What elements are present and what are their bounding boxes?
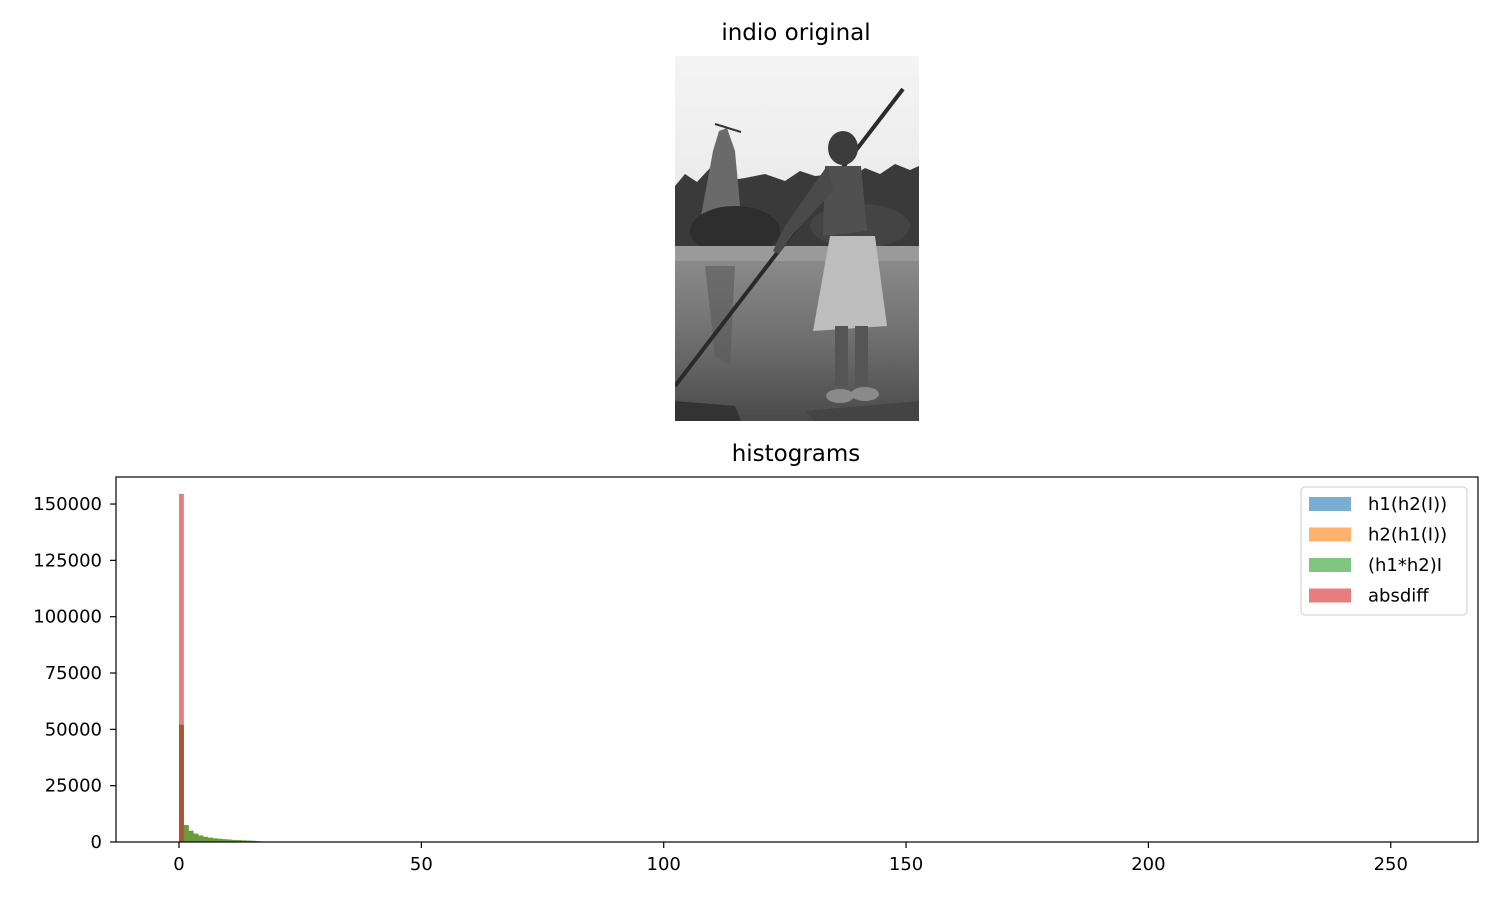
legend-label: h2(h1(I)) [1368, 525, 1447, 546]
bar--h1-h2-i-2 [188, 830, 194, 842]
y-tick-label: 75000 [45, 663, 102, 684]
y-tick-label: 150000 [33, 494, 102, 515]
bar--h1-h2-i-10 [227, 839, 233, 842]
x-tick-label: 250 [1374, 854, 1408, 875]
y-tick-label: 100000 [33, 607, 102, 628]
chart-title: histograms [731, 441, 861, 467]
legend-swatch [1309, 527, 1351, 542]
legend: h1(h2(I)) h2(h1(I)) (h1*h2)I absdiff [1300, 486, 1468, 616]
bar--h1-h2-i-8 [217, 838, 223, 842]
legend-swatch [1309, 588, 1351, 603]
bar--h1-h2-i-13 [242, 840, 247, 842]
bar--h1-h2-i-11 [232, 839, 238, 842]
bar--h1-h2-i-3 [193, 833, 199, 842]
bar-absdiff-0 [179, 493, 184, 842]
legend-swatch [1309, 497, 1351, 511]
axes-layer: 0 50 100 150 200 250 0 25000 50000 75000 100000 125… [33, 476, 1479, 875]
bar--h1-h2-i-5 [203, 836, 209, 842]
bar--h1-h2-i-6 [208, 837, 213, 842]
bar--h1-h2-i-9 [222, 839, 228, 842]
x-tick-label: 200 [1131, 854, 1165, 875]
y-tick-label: 125000 [33, 550, 102, 571]
legend-box [1300, 486, 1468, 616]
bars-layer [179, 493, 281, 842]
y-tick-label: 50000 [45, 719, 102, 740]
x-tick-label: 150 [889, 854, 923, 875]
y-tick-label: 25000 [45, 776, 102, 797]
y-tick-label: 0 [91, 832, 102, 853]
bar--h1-h2-i-14 [246, 840, 252, 842]
x-tick-label: 0 [173, 854, 184, 875]
bar--h1-h2-i-4 [198, 835, 204, 842]
bar--h1-h2-i-1 [183, 825, 189, 842]
legend-swatch [1309, 558, 1351, 572]
x-tick-label: 100 [647, 854, 681, 875]
bar--h1-h2-i-7 [212, 838, 218, 842]
image-title: indio original [721, 20, 871, 46]
grayscale-photo [675, 56, 919, 421]
legend-label: (h1*h2)I [1368, 555, 1442, 576]
legend-label: h1(h2(I)) [1368, 494, 1447, 515]
legend-label: absdiff [1368, 586, 1429, 607]
bar--h1-h2-i-12 [237, 840, 243, 842]
plot-frame [115, 476, 1479, 843]
x-tick-label: 50 [410, 854, 433, 875]
